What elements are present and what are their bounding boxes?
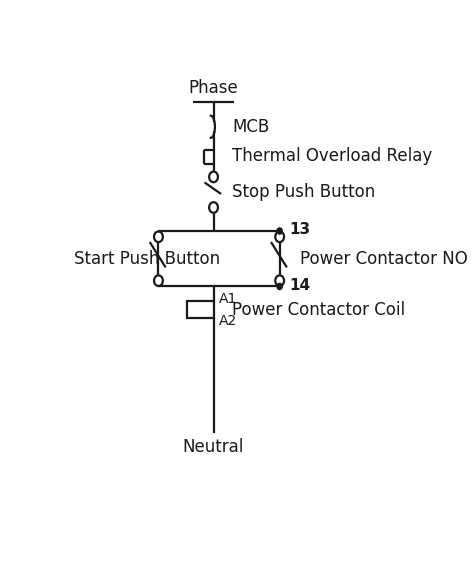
Text: Stop Push Button: Stop Push Button: [232, 183, 375, 202]
Text: Power Contactor Coil: Power Contactor Coil: [232, 301, 405, 319]
Circle shape: [154, 232, 163, 242]
Text: Thermal Overload Relay: Thermal Overload Relay: [232, 147, 432, 165]
Circle shape: [154, 275, 163, 286]
Circle shape: [277, 283, 282, 290]
Circle shape: [277, 228, 282, 234]
Text: Phase: Phase: [189, 79, 238, 97]
Text: Neutral: Neutral: [183, 438, 244, 456]
Text: 14: 14: [289, 278, 310, 293]
Text: MCB: MCB: [232, 118, 269, 136]
Text: Start Push Button: Start Push Button: [74, 250, 220, 268]
Text: A2: A2: [219, 314, 237, 328]
Text: A1: A1: [219, 292, 237, 306]
Bar: [187, 301, 213, 319]
Circle shape: [275, 232, 284, 242]
Circle shape: [209, 202, 218, 213]
Circle shape: [275, 275, 284, 286]
Text: 13: 13: [289, 222, 310, 237]
Text: Power Contactor NO: Power Contactor NO: [300, 250, 468, 268]
Circle shape: [209, 172, 218, 182]
